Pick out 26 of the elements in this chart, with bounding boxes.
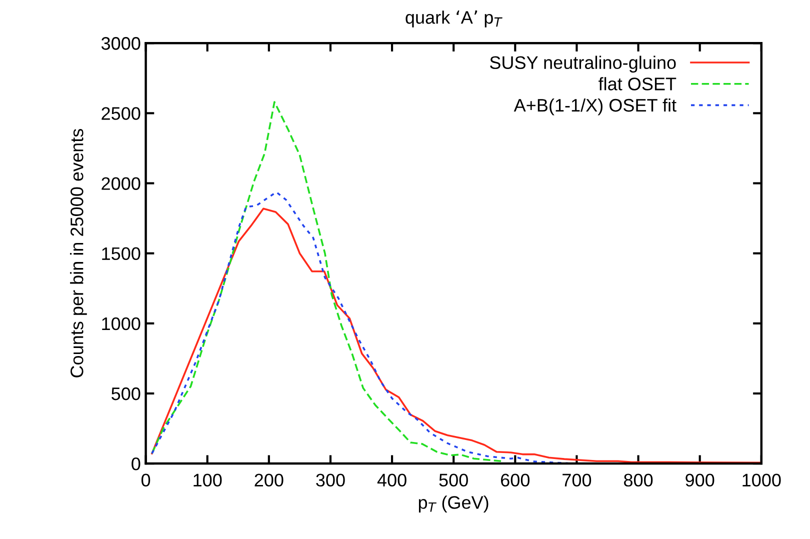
y-tick-label: 1500 — [102, 247, 140, 260]
x-tick-label: 300 — [316, 474, 345, 487]
y-tick-label: 500 — [112, 387, 140, 400]
x-tick-label: 500 — [439, 474, 468, 487]
line-series — [151, 101, 502, 462]
chart-title: quark ‘A’ p$_{T}$ — [406, 10, 502, 28]
legend-label: flat OSET — [598, 77, 676, 90]
y-tick-label: 1000 — [102, 317, 140, 330]
x-tick-label: 1000 — [742, 474, 781, 487]
x-tick-label: 800 — [624, 474, 653, 487]
x-axis-title: p$_{T}$ (GeV) — [418, 496, 488, 512]
x-tick-label: 700 — [562, 474, 592, 487]
y-tick-label: 2000 — [102, 177, 140, 190]
x-tick-label: 600 — [501, 474, 530, 487]
y-tick-label: 3000 — [101, 37, 140, 50]
line-series — [151, 208, 762, 464]
x-tick-label: 400 — [377, 474, 406, 487]
x-tick-label: 200 — [254, 474, 284, 487]
y-tick-label: 0 — [132, 457, 140, 470]
x-tick-label: 0 — [141, 474, 150, 487]
y-tick-label: 2500 — [102, 107, 140, 120]
legend-label: A+B(1-1/X) OSET fit — [514, 98, 676, 116]
y-axis-title: Counts per bin in 25000 events — [70, 129, 87, 378]
x-tick-label: 100 — [194, 474, 222, 487]
legend-label: SUSY neutralino-gluino — [490, 56, 676, 73]
x-tick-label: 900 — [686, 474, 714, 487]
